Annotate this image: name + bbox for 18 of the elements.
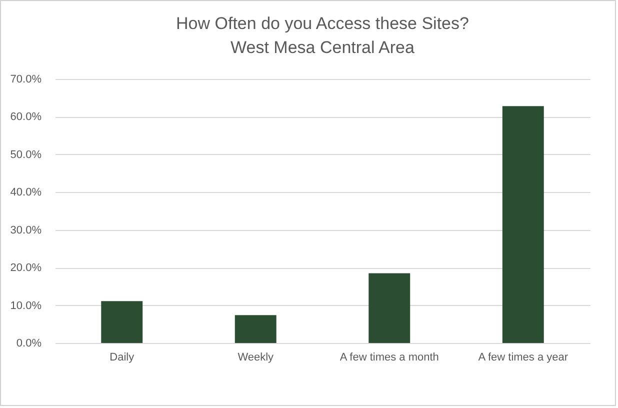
y-tick-label: 50.0%	[10, 148, 42, 161]
x-tick-label: Daily	[110, 352, 135, 364]
y-tick-label: 10.0%	[10, 300, 42, 312]
bar	[101, 301, 143, 343]
y-tick-label: 20.0%	[10, 262, 42, 274]
x-tick-label: A few times a year	[478, 352, 568, 364]
bar	[502, 106, 544, 343]
y-tick-label: 70.0%	[10, 74, 42, 86]
text: West Mesa Central Area	[230, 38, 414, 57]
text: How Often do you Access these Sites?	[176, 14, 469, 33]
y-tick-label: 40.0%	[10, 186, 42, 199]
y-tick-label: 60.0%	[10, 111, 42, 124]
y-tick-label: 30.0%	[10, 224, 42, 236]
y-tick-label: 0.0%	[16, 338, 42, 350]
bar	[234, 315, 276, 343]
x-tick-label: A few times a month	[340, 352, 439, 364]
x-tick-label: Weekly	[238, 352, 274, 364]
bar	[368, 273, 410, 343]
